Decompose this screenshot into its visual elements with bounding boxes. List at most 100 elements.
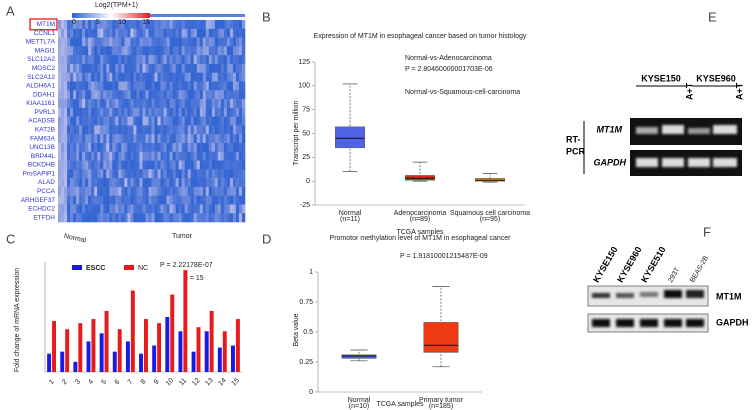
heatmap-cell — [61, 151, 65, 161]
heatmap-cell — [232, 81, 237, 91]
heatmap-cell — [169, 81, 173, 91]
heatmap-cell — [121, 134, 125, 144]
heatmap-cell — [148, 213, 152, 223]
heatmap-cell — [175, 107, 179, 117]
heatmap-cell — [235, 72, 240, 82]
heatmap-cell — [166, 169, 170, 179]
heatmap-cell — [148, 169, 152, 179]
heatmap-cell — [97, 186, 101, 196]
heatmap-cell — [127, 107, 131, 117]
heatmap-cell — [109, 204, 113, 214]
heatmap-cell — [166, 186, 170, 196]
heatmap-cell — [115, 204, 119, 214]
heatmap-cell — [190, 116, 195, 126]
panel-label: E — [708, 9, 717, 24]
heatmap-cell — [187, 169, 192, 179]
heatmap-cell — [202, 169, 207, 179]
heatmap-cell — [118, 116, 122, 126]
heatmap-cell — [148, 107, 152, 117]
heatmap-cell — [67, 20, 71, 30]
heatmap-cell — [214, 160, 219, 170]
heatmap-cell — [175, 81, 179, 91]
heatmap-cell — [112, 63, 116, 73]
heatmap-cell — [64, 142, 68, 153]
heatmap-cell — [118, 151, 122, 161]
heatmap-cell — [148, 55, 152, 65]
heatmap-cell — [241, 28, 246, 38]
heatmap-cell — [202, 28, 207, 38]
heatmap-cell — [139, 160, 143, 170]
heatmap-cell — [118, 204, 122, 214]
heatmap-cell — [145, 125, 149, 135]
heatmap-cell — [202, 186, 207, 196]
bar — [117, 329, 122, 372]
heatmap-cell — [64, 186, 68, 196]
heatmap-cell — [199, 81, 204, 91]
heatmap-cell — [160, 90, 164, 100]
heatmap-cell — [172, 186, 176, 196]
heatmap-cell — [190, 134, 195, 144]
heatmap-cell — [106, 186, 110, 196]
heatmap-cell — [226, 125, 231, 135]
heatmap-cell — [229, 151, 234, 161]
heatmap-cell — [148, 99, 152, 109]
heatmap-cell — [181, 28, 185, 38]
bar — [91, 319, 96, 372]
heatmap-cell — [61, 213, 65, 223]
heatmap-cell — [61, 125, 65, 135]
heatmap-cell — [136, 134, 140, 144]
bar — [73, 361, 78, 372]
heatmap-cell — [139, 37, 143, 47]
heatmap-cell — [238, 151, 243, 161]
heatmap-cell — [205, 186, 210, 196]
heatmap-cell — [70, 90, 74, 100]
heatmap-cell — [184, 169, 188, 179]
heatmap-cell — [73, 81, 77, 91]
heatmap-cell — [232, 213, 237, 223]
heatmap-cell — [142, 55, 146, 65]
heatmap-cell — [193, 151, 198, 161]
heatmap-cell — [58, 99, 62, 109]
heatmap-cell — [193, 178, 198, 188]
heatmap-cell — [112, 169, 116, 179]
heatmap-cell — [166, 20, 170, 30]
heatmap-cell — [97, 63, 101, 73]
heatmap-cell — [61, 160, 65, 170]
panel-label: F — [703, 224, 711, 239]
heatmap-cell — [82, 116, 86, 126]
heatmap-cell — [220, 186, 225, 196]
heatmap-cell — [115, 107, 119, 117]
heatmap-cell — [109, 195, 113, 205]
heatmap-cell — [79, 107, 83, 117]
heatmap-cell — [163, 125, 167, 135]
heatmap-cell — [235, 178, 240, 188]
heatmap-cell — [112, 195, 116, 205]
heatmap-cell — [127, 186, 131, 196]
heatmap-cell — [136, 46, 140, 56]
heatmap-cell — [106, 72, 110, 82]
heatmap-cell — [172, 46, 176, 56]
heatmap-cell — [115, 46, 119, 56]
heatmap-cell — [193, 99, 198, 109]
heatmap-cell — [142, 46, 146, 56]
y-tick-label: 0 — [306, 178, 310, 185]
heatmap-cell — [97, 142, 101, 153]
heatmap-cell — [217, 142, 222, 153]
heatmap-cell — [79, 142, 83, 153]
heatmap-cell — [67, 195, 71, 205]
heatmap-cell — [88, 195, 92, 205]
heatmap-cell — [106, 46, 110, 56]
heatmap-cell — [163, 160, 167, 170]
heatmap-cell — [217, 178, 222, 188]
heatmap-cell — [79, 169, 83, 179]
heatmap-cell — [214, 55, 219, 65]
heatmap-cell — [214, 99, 219, 109]
heatmap-cell — [229, 20, 234, 30]
heatmap-cell — [70, 125, 74, 135]
heatmap-cell — [226, 195, 231, 205]
heatmap-cell — [160, 142, 164, 153]
heatmap-cell — [70, 46, 74, 56]
heatmap-cell — [145, 72, 149, 82]
heatmap-cell — [232, 99, 237, 109]
heatmap-cell — [220, 169, 225, 179]
